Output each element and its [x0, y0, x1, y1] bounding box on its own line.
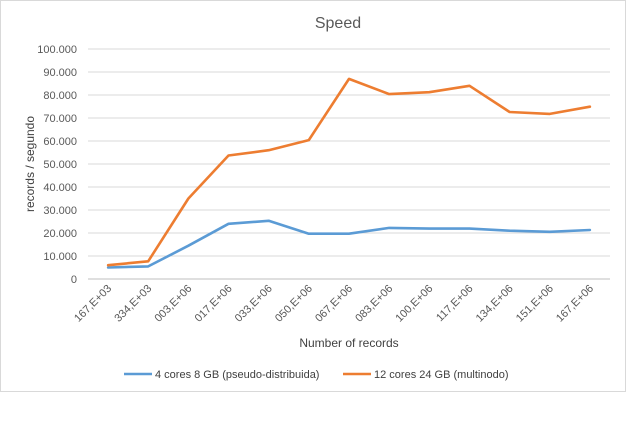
y-tick-labels: 0 10.000 20.000 30.000 40.000 50.000 60.000 70.… [37, 44, 77, 286]
y-tick-label: 80.000 [43, 90, 77, 102]
series-line-2 [106, 77, 592, 267]
gridlines [88, 48, 610, 280]
x-tick-label: 017,E+06 [193, 283, 235, 325]
x-tick-label: 117,E+06 [434, 283, 475, 324]
chart-frame [0, 0, 626, 392]
x-tick-label: 067,E+06 [313, 283, 355, 325]
y-tick-label: 100.000 [37, 44, 77, 56]
y-tick-label: 70.000 [43, 113, 77, 125]
x-tick-label: 134,E+06 [474, 283, 516, 325]
y-tick-label: 60.000 [43, 136, 77, 148]
series-line-1 [106, 219, 592, 269]
x-axis-label: Number of records [299, 336, 398, 350]
y-axis-label: records / segundo [23, 116, 37, 212]
x-tick-label: 100,E+06 [393, 283, 435, 325]
y-tick-label: 20.000 [43, 228, 77, 240]
x-tick-label: 083,E+06 [353, 283, 395, 325]
x-tick-label: 151,E+06 [514, 283, 556, 325]
y-tick-label: 90.000 [43, 67, 77, 79]
y-tick-label: 10.000 [43, 251, 77, 263]
x-tick-label: 167,E+06 [554, 283, 596, 325]
y-tick-label: 0 [71, 274, 77, 286]
legend: 4 cores 8 GB (pseudo-distribuida) 12 core… [124, 369, 509, 381]
x-tick-label: 050,E+06 [273, 283, 315, 325]
series-lines [106, 77, 592, 269]
legend-label-2: 12 cores 24 GB (multinodo) [374, 369, 509, 381]
legend-label-1: 4 cores 8 GB (pseudo-distribuida) [155, 369, 319, 381]
x-tick-label: 334,E+03 [112, 283, 154, 325]
x-tick-label: 167,E+03 [72, 283, 114, 325]
x-tick-label: 003,E+06 [152, 283, 194, 325]
y-tick-label: 30.000 [43, 205, 77, 217]
x-tick-label: 033,E+06 [233, 283, 275, 325]
y-tick-label: 40.000 [43, 182, 77, 194]
y-tick-label: 50.000 [43, 159, 77, 171]
chart-title: Speed [315, 15, 361, 32]
x-tick-labels: 167,E+03334,E+03003,E+06017,E+06033,E+06… [72, 283, 596, 325]
